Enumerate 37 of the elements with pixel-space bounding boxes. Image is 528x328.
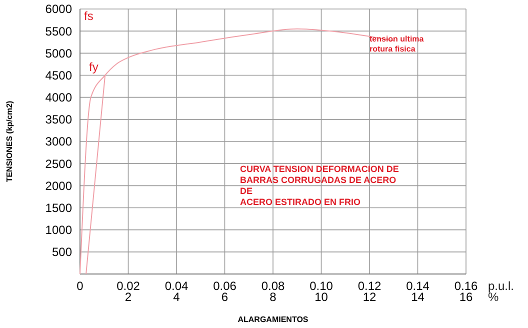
y-tick-label: 500 xyxy=(52,245,72,260)
x-tick-label: 0.02 xyxy=(116,279,140,293)
x-tick-label: 0.16 xyxy=(454,279,478,293)
annotation: CURVA TENSION DEFORMACION DE BARRAS CORRUGADAS DE ACERO DE ACERO ESTIRADO EN FRIO xyxy=(240,164,399,207)
y-tick-label: 4500 xyxy=(45,68,72,82)
x-axis-title: ALARGAMIENTOS xyxy=(238,315,309,324)
annotation: fy xyxy=(89,60,98,74)
y-tick-label: 4000 xyxy=(45,90,72,105)
y-axis-title: TENSIONES (kp/cm2) xyxy=(5,100,14,182)
annotation: fs xyxy=(84,9,94,23)
x2-tick-label: 10 xyxy=(314,290,328,304)
text: p.u.l. xyxy=(488,279,514,293)
y-tick-label: 6000 xyxy=(45,2,72,16)
x-tick-label: 0.14 xyxy=(406,279,430,293)
x2-tick-label: 14 xyxy=(411,290,425,304)
y-tick-label: 3000 xyxy=(45,134,72,149)
y-tick-label: 2000 xyxy=(45,178,72,193)
y-tick-label: 2500 xyxy=(45,156,72,171)
y-tick-label: 1500 xyxy=(45,200,72,215)
x2-tick-label: 4 xyxy=(173,290,180,304)
y-tick-label: 1000 xyxy=(45,223,72,238)
x-tick-label: 0.04 xyxy=(164,279,188,293)
x2-tick-label: 16 xyxy=(459,290,473,304)
y-tick-label: 5000 xyxy=(45,46,72,60)
x2-tick-label: 12 xyxy=(362,290,376,304)
y-tick-label: 3500 xyxy=(45,112,72,127)
x2-tick-label: 8 xyxy=(270,290,277,304)
x-tick-label: 0.06 xyxy=(213,279,237,293)
x2-tick-label: 2 xyxy=(124,290,132,304)
x-tick-label: 0.12 xyxy=(358,279,382,293)
x-tick-label: 0.10 xyxy=(310,279,334,293)
x-tick-label: 0.08 xyxy=(261,279,285,293)
x2-tick-label: 6 xyxy=(221,290,228,304)
x2-axis-title: % xyxy=(488,290,499,304)
annotation: tension ultima rotura fisica xyxy=(370,34,424,54)
x-tick-label: 0 xyxy=(76,279,84,293)
y-tick-label: 5500 xyxy=(45,24,72,38)
